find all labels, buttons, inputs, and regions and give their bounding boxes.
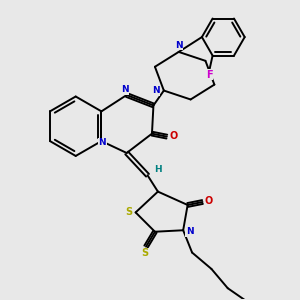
Text: F: F — [206, 70, 213, 80]
Text: S: S — [125, 207, 133, 218]
Text: O: O — [205, 196, 213, 206]
Text: N: N — [175, 41, 182, 50]
Text: S: S — [141, 248, 148, 258]
Text: O: O — [169, 131, 178, 141]
Text: H: H — [154, 165, 162, 174]
Text: N: N — [98, 138, 106, 147]
Text: N: N — [152, 86, 159, 95]
Text: N: N — [122, 85, 129, 94]
Text: N: N — [186, 227, 194, 236]
